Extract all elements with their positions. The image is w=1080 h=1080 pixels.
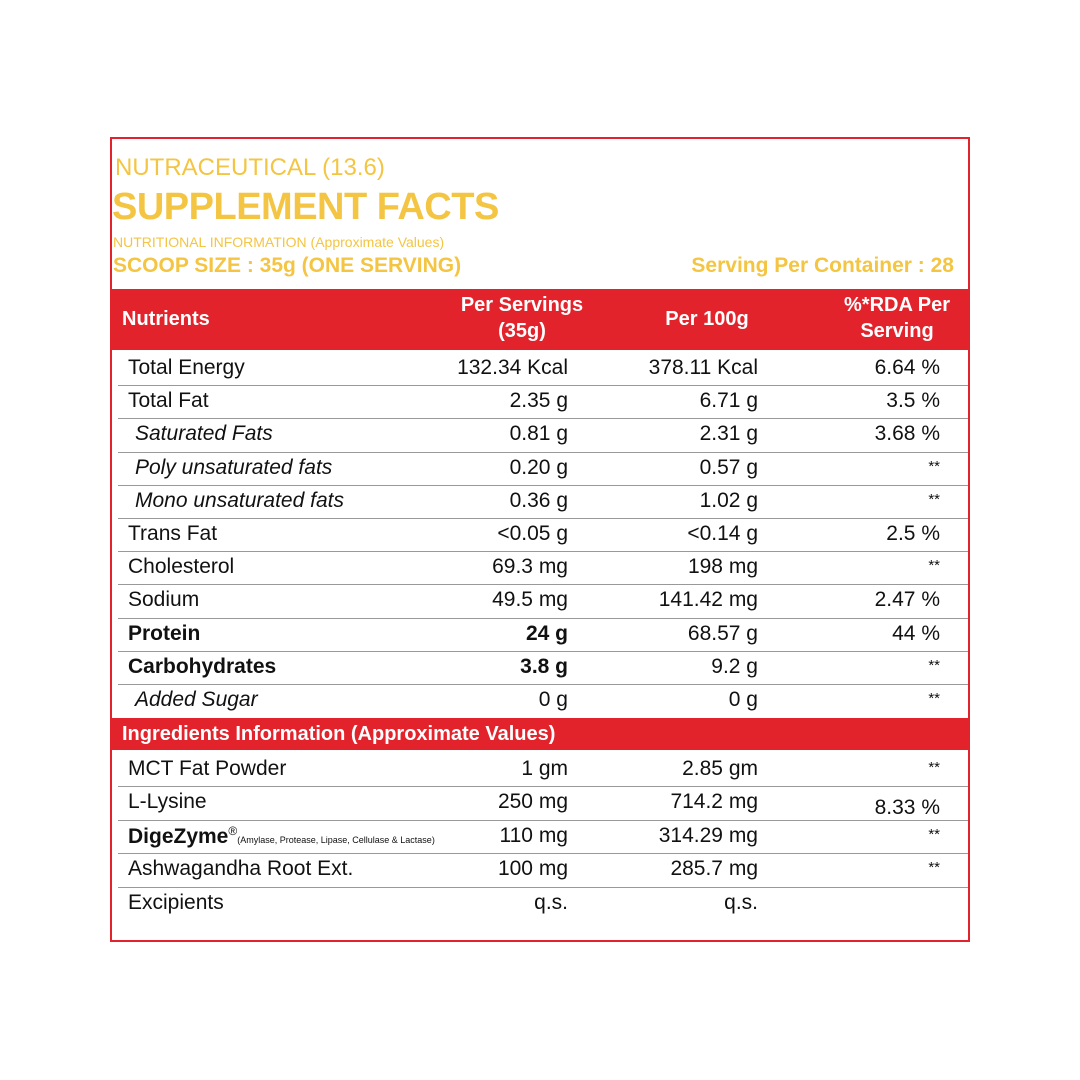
row-label: Sodium [128, 588, 200, 612]
row-label: Total Energy [128, 356, 245, 379]
column-header: Per 100g [665, 308, 749, 330]
row-label: Ashwagandha Root Ext. [128, 857, 354, 881]
section-header: Ingredients Information (Approximate Val… [112, 718, 968, 750]
frame [110, 137, 970, 942]
cell-value: 141.42 mg [658, 588, 758, 612]
title: SUPPLEMENT FACTS [112, 186, 499, 228]
registered-mark: ® [228, 823, 238, 838]
row-label: Total Fat [128, 389, 209, 413]
row-divider [118, 853, 968, 855]
subtitle: NUTRITIONAL INFORMATION (Approximate Val… [113, 234, 445, 250]
row-divider [118, 385, 968, 387]
cell-value: 0.57 g [699, 455, 758, 479]
cell-value: 100 mg [497, 857, 568, 881]
cell-value: <0.05 g [497, 522, 568, 545]
servings: Serving Per Container : 28 [691, 254, 954, 277]
cell-value: q.s. [724, 890, 758, 914]
cell-value: ** [928, 490, 940, 508]
cell-value: 2.35 g [509, 389, 568, 413]
table-header: Nutrients Per Servings (35g) Per 100g %*… [112, 289, 968, 350]
cell-value: 49.5 mg [492, 588, 568, 612]
cell-value: q.s. [534, 890, 568, 914]
cell-value: 6.64 % [874, 356, 940, 379]
cell-value: 314.29 mg [658, 823, 758, 847]
brand: NUTRACEUTICAL (13.6) [115, 154, 385, 181]
cell-value: 2.47 % [874, 588, 940, 612]
row-label: Carbohydrates [128, 654, 277, 678]
cell-value: 285.7 mg [670, 857, 758, 881]
cell-value: 1 gm [521, 757, 568, 780]
row-divider [118, 451, 968, 453]
cell-value: 250 mg [497, 790, 568, 814]
cell-value: 0 g [538, 688, 568, 711]
cell-value: 378.11 Kcal [648, 356, 758, 379]
cell-value: 68.57 g [687, 621, 758, 645]
cell-value: 44 % [892, 621, 940, 645]
row-divider [118, 518, 968, 519]
column-header: %*RDA Per Serving [844, 294, 950, 342]
row-label: DigeZyme®(Amylase, Protease, Lipase, Cel… [128, 823, 435, 848]
row-label: Added Sugar [135, 688, 258, 711]
cell-value: 3.5 % [886, 389, 940, 413]
row-label: MCT Fat Powder [128, 757, 287, 780]
row-divider [118, 551, 968, 553]
column-header: Nutrients [122, 308, 210, 330]
row-label: Mono unsaturated fats [135, 488, 344, 512]
cell-value: 8.33 % [874, 796, 940, 820]
scoop-size: SCOOP SIZE : 35g (ONE SERVING) [113, 254, 462, 277]
row-divider [118, 418, 968, 420]
cell-value: 2.31 g [699, 422, 758, 446]
cell-value: 3.8 g [520, 654, 568, 678]
row-divider [118, 886, 968, 888]
row-label: L-Lysine [128, 790, 207, 814]
row-divider [118, 650, 968, 652]
row-divider [118, 484, 968, 486]
cell-value: 2.5 % [886, 522, 940, 545]
row-label: Poly unsaturated fats [135, 455, 333, 479]
cell-value: ** [928, 557, 940, 575]
row-divider [118, 617, 968, 619]
cell-value: ** [928, 759, 940, 776]
row-divider [118, 819, 968, 821]
row-divider [118, 684, 968, 685]
cell-value: 198 mg [687, 555, 758, 579]
cell-value: 9.2 g [711, 654, 758, 678]
cell-value: 69.3 mg [492, 555, 568, 579]
cell-value: 0.81 g [509, 422, 568, 446]
row-divider [118, 786, 968, 788]
row-label: Trans Fat [128, 522, 218, 545]
cell-value: ** [928, 656, 940, 674]
row-label: Excipients [128, 890, 224, 914]
cell-value: ** [928, 457, 940, 475]
cell-value: 132.34 Kcal [457, 356, 568, 379]
cell-value: 2.85 gm [682, 757, 758, 780]
cell-value: 0.36 g [509, 488, 568, 512]
row-label: Saturated Fats [135, 422, 273, 446]
cell-value: 0.20 g [509, 455, 568, 479]
cell-value: 110 mg [499, 823, 569, 847]
row-divider [118, 584, 968, 586]
column-header: Per Servings (35g) [460, 294, 584, 342]
cell-value: ** [928, 825, 940, 843]
cell-value: 1.02 g [699, 488, 758, 512]
digezyme-note: (Amylase, Protease, Lipase, Cellulase & … [237, 834, 435, 845]
cell-value: 0 g [728, 688, 758, 711]
cell-value: ** [928, 690, 940, 707]
cell-value: 3.68 % [874, 422, 940, 446]
cell-value: 24 g [525, 621, 568, 645]
cell-value: ** [928, 859, 940, 877]
row-label: Cholesterol [128, 555, 235, 579]
cell-value: 6.71 g [699, 389, 758, 413]
row-label: Protein [128, 621, 201, 645]
cell-value: <0.14 g [687, 522, 758, 545]
cell-value: 714.2 mg [670, 790, 758, 814]
